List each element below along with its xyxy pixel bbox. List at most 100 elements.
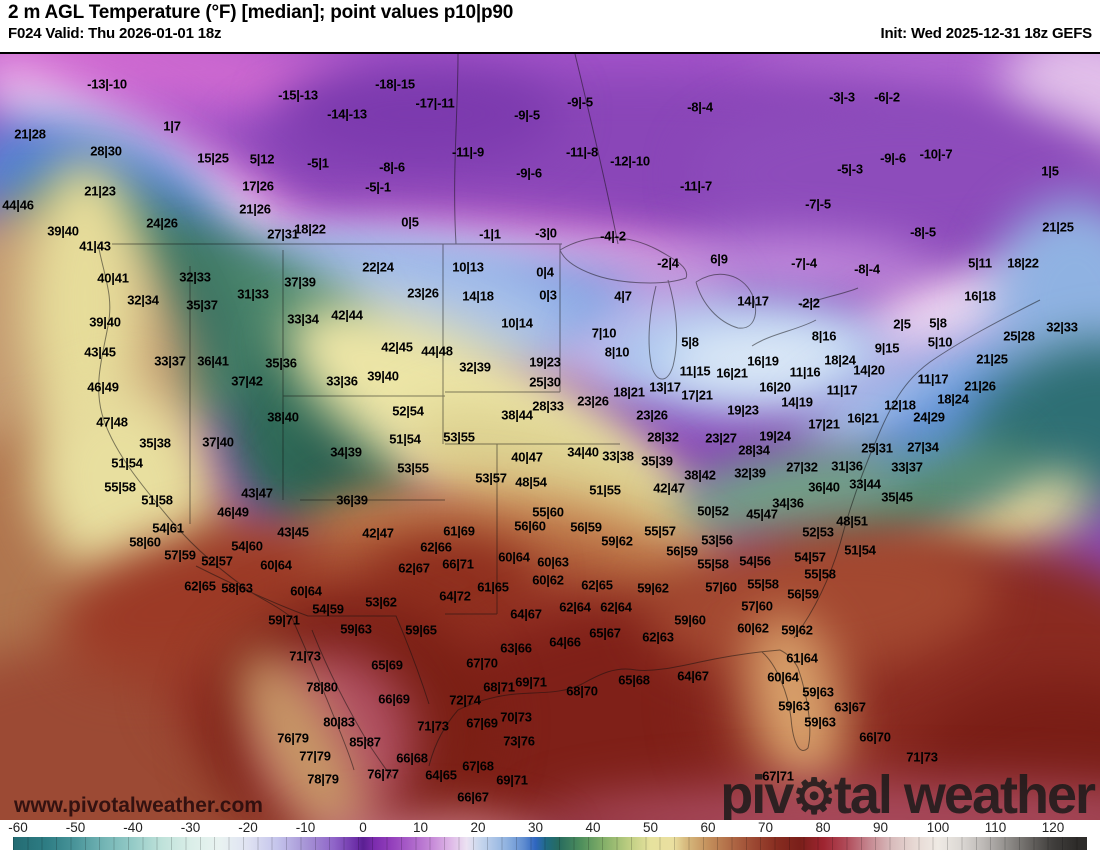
- station-value: 64|67: [510, 606, 542, 622]
- station-value: -12|-10: [610, 153, 650, 169]
- station-value: -3|-3: [829, 89, 855, 105]
- station-value: -11|-8: [565, 144, 599, 160]
- station-value: 54|59: [312, 601, 344, 617]
- station-value: 42|45: [381, 339, 413, 355]
- colorbar-tick: 120: [1041, 820, 1065, 835]
- station-value: -8|-4: [854, 261, 880, 277]
- station-value: 48|54: [515, 474, 547, 490]
- station-value: 36|39: [336, 492, 368, 508]
- station-value: 64|65: [425, 767, 457, 783]
- station-value: 33|36: [326, 373, 358, 389]
- station-value: 70|73: [500, 709, 532, 725]
- station-value: 65|67: [589, 625, 621, 641]
- station-value: 55|57: [644, 523, 676, 539]
- station-value: 59|63: [778, 698, 810, 714]
- station-value: 40|41: [97, 270, 129, 286]
- colorbar-tick: -20: [238, 820, 258, 835]
- station-value: -7|-5: [805, 196, 831, 212]
- station-value: 13|17: [649, 379, 681, 395]
- station-value: 33|37: [154, 353, 186, 369]
- station-value: 21|26: [239, 201, 271, 217]
- station-value: -6|-2: [874, 89, 900, 105]
- colorbar-tick: -40: [123, 820, 143, 835]
- station-value: 9|15: [874, 340, 900, 356]
- map-canvas[interactable]: -13|-10 21|28 1|7 28|30 15|25 5|12 17|26 21|23 4…: [0, 52, 1100, 820]
- station-value: 60|64: [767, 669, 799, 685]
- station-value: 33|44: [849, 476, 881, 492]
- station-value: 62|64: [559, 599, 591, 615]
- station-value: 23|27: [705, 430, 737, 446]
- station-value: 37|40: [202, 434, 234, 450]
- station-value: -5|-3: [837, 161, 863, 177]
- station-value: 22|24: [362, 259, 394, 275]
- station-value: 62|65: [581, 577, 613, 593]
- station-value: 55|58: [697, 556, 729, 572]
- colorbar-tick: -50: [65, 820, 86, 835]
- station-value: 14|18: [462, 288, 494, 304]
- station-value: 63|67: [834, 699, 866, 715]
- station-value: -14|-13: [327, 106, 367, 122]
- station-value: -7|-4: [791, 255, 817, 271]
- station-value: 16|18: [964, 288, 996, 304]
- station-value: 16|20: [759, 379, 791, 395]
- station-value: -2|4: [657, 255, 679, 271]
- station-value: 32|34: [127, 292, 159, 308]
- station-value: 44|48: [421, 343, 453, 359]
- colorbar-tick: -30: [180, 820, 201, 835]
- station-value: 59|63: [340, 621, 372, 637]
- station-value: -8|-4: [687, 99, 713, 115]
- station-value: 62|67: [398, 560, 430, 576]
- station-value: -15|-13: [278, 87, 318, 103]
- colorbar: -60 -50 -40 -30 -20 -10 0 10 20 30 40 50 60 70 80 90 100…: [0, 820, 1100, 850]
- station-value: 51|58: [141, 492, 173, 508]
- station-value: 28|30: [90, 143, 122, 159]
- station-value: 33|38: [602, 448, 634, 464]
- station-value: 59|63: [804, 714, 836, 730]
- station-value: 0|3: [539, 287, 557, 303]
- station-value: 35|38: [139, 435, 171, 451]
- station-value: 54|57: [794, 549, 826, 565]
- station-value: 11|15: [679, 363, 711, 379]
- station-value: 59|62: [781, 622, 813, 638]
- station-value: 56|59: [570, 519, 602, 535]
- station-value: 59|63: [802, 684, 834, 700]
- station-values-layer: -13|-10 21|28 1|7 28|30 15|25 5|12 17|26 21|23 4…: [0, 54, 1100, 820]
- station-value: 62|66: [420, 539, 452, 555]
- station-value: 60|63: [537, 554, 569, 570]
- station-value: 71|73: [289, 648, 321, 664]
- station-value: -4|-2: [600, 228, 626, 244]
- station-value: 53|55: [443, 429, 475, 445]
- station-value: 23|26: [577, 393, 609, 409]
- station-value: 33|34: [287, 311, 319, 327]
- station-value: 53|56: [701, 532, 733, 548]
- station-value: 45|47: [746, 506, 778, 522]
- colorbar-tick: 70: [757, 820, 774, 835]
- station-value: 77|79: [299, 748, 331, 764]
- station-value: -11|-7: [679, 178, 713, 194]
- station-value: 39|40: [89, 314, 121, 330]
- station-value: 34|39: [330, 444, 362, 460]
- station-value: 67|71: [762, 768, 794, 784]
- station-value: 50|52: [697, 503, 729, 519]
- station-value: 21|23: [84, 183, 116, 199]
- station-value: 19|23: [727, 402, 759, 418]
- station-value: 78|79: [307, 771, 339, 787]
- station-value: 65|68: [618, 672, 650, 688]
- station-value: 38|40: [267, 409, 299, 425]
- station-value: 62|65: [184, 578, 216, 594]
- station-value: 27|32: [786, 459, 818, 475]
- brand-text-post: tal weather: [833, 765, 1096, 820]
- field-blob: [305, 819, 555, 820]
- station-value: 60|64: [498, 549, 530, 565]
- station-value: 17|21: [808, 416, 840, 432]
- station-value: 67|69: [466, 715, 498, 731]
- station-value: 27|34: [907, 439, 939, 455]
- station-value: 11|17: [826, 382, 858, 398]
- station-value: -8|-5: [910, 224, 936, 240]
- station-value: 36|40: [808, 479, 840, 495]
- station-value: 76|79: [277, 730, 309, 746]
- station-value: 61|65: [477, 579, 509, 595]
- station-value: 42|44: [331, 307, 363, 323]
- station-value: -13|-10: [87, 76, 127, 92]
- station-value: 80|83: [323, 714, 355, 730]
